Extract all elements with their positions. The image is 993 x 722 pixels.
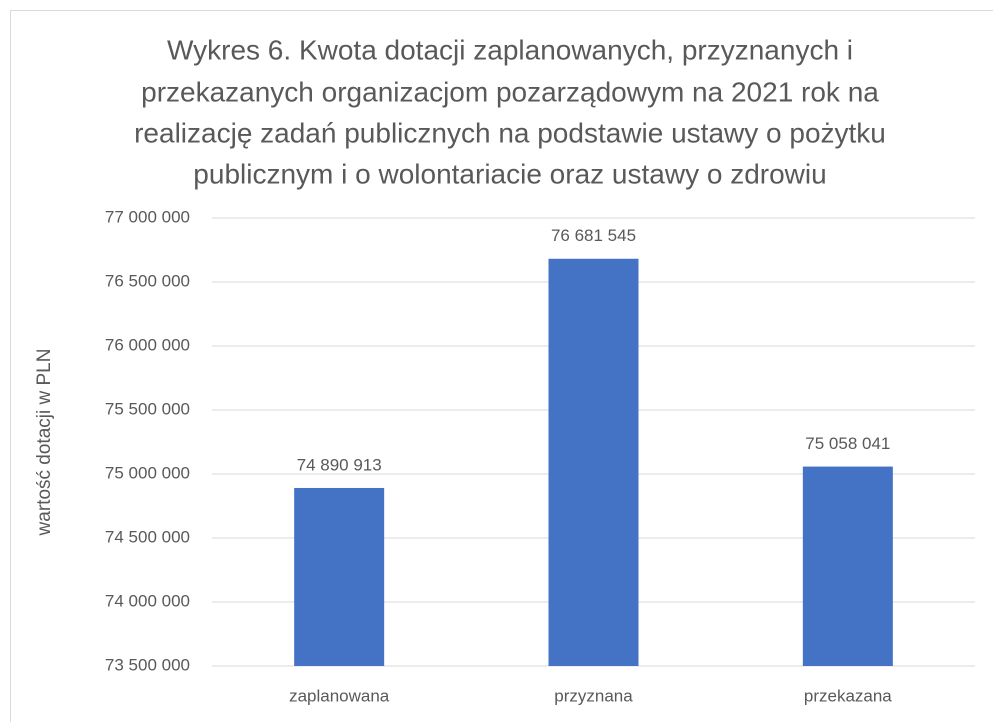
y-tick-label: 75 500 000 xyxy=(105,399,190,418)
chart-title: Wykres 6. Kwota dotacji zaplanowanych, p… xyxy=(167,34,853,65)
data-label: 75 058 041 xyxy=(805,434,890,453)
y-tick-label: 76 500 000 xyxy=(105,271,190,290)
y-tick-label: 74 000 000 xyxy=(105,591,190,610)
data-label: 74 890 913 xyxy=(297,455,382,474)
chart-title: realizację zadań publicznych na podstawi… xyxy=(134,117,886,148)
y-tick-label: 73 500 000 xyxy=(105,655,190,674)
bar xyxy=(802,466,893,666)
y-tick-label: 76 000 000 xyxy=(105,335,190,354)
x-tick-label: przyznana xyxy=(554,686,633,705)
x-tick-label: przekazana xyxy=(804,686,892,705)
bar xyxy=(294,487,385,666)
bar xyxy=(548,258,639,666)
chart-title: przekazanych organizacjom pozarządowym n… xyxy=(141,76,879,107)
y-tick-label: 75 000 000 xyxy=(105,463,190,482)
chart-title: publicznym i o wolontariacie oraz ustawy… xyxy=(193,158,826,189)
y-axis-label: wartość dotacji w PLN xyxy=(34,349,55,537)
x-tick-label: zaplanowana xyxy=(289,686,390,705)
y-tick-label: 74 500 000 xyxy=(105,527,190,546)
data-label: 76 681 545 xyxy=(551,226,636,245)
y-tick-label: 77 000 000 xyxy=(105,207,190,226)
